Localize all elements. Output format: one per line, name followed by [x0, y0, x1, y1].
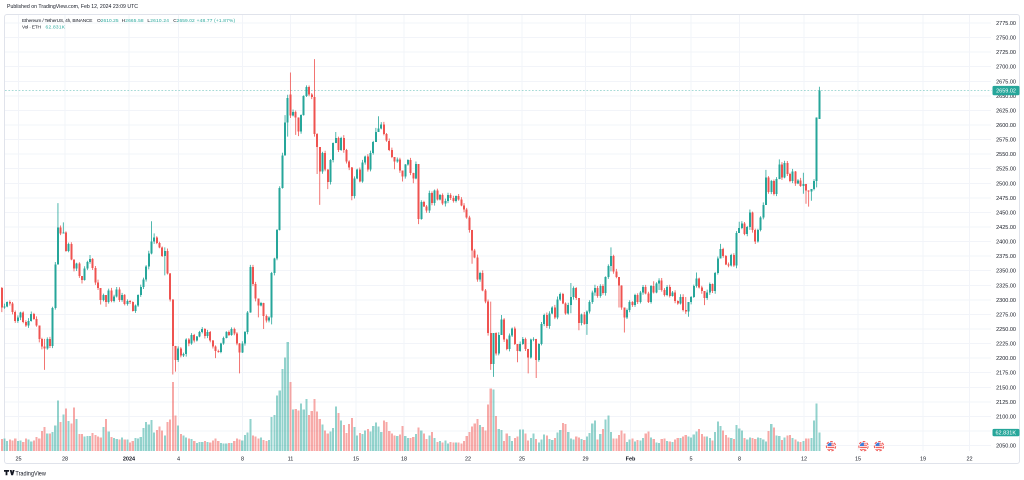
- svg-text:Ethereum / TetherUS, 4h, BINAN: Ethereum / TetherUS, 4h, BINANCE: [22, 18, 93, 24]
- svg-text:2125.00: 2125.00: [996, 400, 1016, 406]
- svg-text:2024: 2024: [123, 457, 136, 463]
- svg-text:22: 22: [966, 457, 972, 463]
- svg-text:2775.00: 2775.00: [996, 21, 1016, 27]
- svg-text:15: 15: [855, 457, 861, 463]
- svg-text:12: 12: [801, 457, 807, 463]
- svg-text:2400.00: 2400.00: [996, 240, 1016, 246]
- svg-text:2350.00: 2350.00: [996, 269, 1016, 275]
- svg-text:25: 25: [15, 457, 21, 463]
- svg-text:4: 4: [177, 457, 180, 463]
- svg-text:2050.00: 2050.00: [996, 444, 1016, 450]
- svg-text:Feb: Feb: [626, 457, 636, 463]
- svg-text:2700.00: 2700.00: [996, 65, 1016, 71]
- svg-text:2750.00: 2750.00: [996, 36, 1016, 42]
- svg-text:2325.00: 2325.00: [996, 283, 1016, 289]
- svg-text:11: 11: [288, 457, 294, 463]
- svg-text:2250.00: 2250.00: [996, 327, 1016, 333]
- svg-text:2475.00: 2475.00: [996, 196, 1016, 202]
- svg-text:29: 29: [582, 457, 588, 463]
- svg-text:Published on TradingView.com,: Published on TradingView.com, Feb 12, 20…: [7, 4, 138, 10]
- svg-text:2600.00: 2600.00: [996, 123, 1016, 129]
- svg-text:C2659.02: C2659.02: [173, 18, 195, 24]
- svg-text:2175.00: 2175.00: [996, 371, 1016, 377]
- svg-text:8: 8: [241, 457, 244, 463]
- svg-text:62.831K: 62.831K: [46, 25, 66, 31]
- svg-text:O2610.25: O2610.25: [97, 18, 119, 24]
- svg-text:5: 5: [689, 457, 692, 463]
- svg-text:8: 8: [738, 457, 741, 463]
- svg-text:2650.00: 2650.00: [996, 94, 1016, 100]
- svg-text:2675.00: 2675.00: [996, 79, 1016, 85]
- svg-text:+48.77 (+1.87%): +48.77 (+1.87%): [197, 18, 236, 24]
- svg-text:TradingView: TradingView: [15, 471, 46, 477]
- svg-text:2225.00: 2225.00: [996, 342, 1016, 348]
- svg-text:2425.00: 2425.00: [996, 225, 1016, 231]
- svg-text:2300.00: 2300.00: [996, 298, 1016, 304]
- svg-text:2725.00: 2725.00: [996, 50, 1016, 56]
- svg-text:2275.00: 2275.00: [996, 312, 1016, 318]
- svg-text:2659.02: 2659.02: [996, 89, 1016, 95]
- svg-text:18: 18: [401, 457, 407, 463]
- svg-text:Vol · ETH: Vol · ETH: [22, 25, 42, 31]
- svg-text:22: 22: [465, 457, 471, 463]
- svg-text:2375.00: 2375.00: [996, 254, 1016, 260]
- svg-text:25: 25: [519, 457, 525, 463]
- svg-text:2525.00: 2525.00: [996, 167, 1016, 173]
- svg-text:62.831K: 62.831K: [996, 430, 1017, 436]
- svg-text:2575.00: 2575.00: [996, 138, 1016, 144]
- svg-text:2500.00: 2500.00: [996, 181, 1016, 187]
- svg-text:2550.00: 2550.00: [996, 152, 1016, 158]
- svg-text:H2665.58: H2665.58: [122, 18, 144, 24]
- svg-text:2150.00: 2150.00: [996, 385, 1016, 391]
- svg-text:2100.00: 2100.00: [996, 415, 1016, 421]
- svg-text:2200.00: 2200.00: [996, 356, 1016, 362]
- svg-text:L2610.24: L2610.24: [147, 18, 169, 24]
- svg-text:28: 28: [62, 457, 68, 463]
- svg-text:2625.00: 2625.00: [996, 108, 1016, 114]
- svg-text:2450.00: 2450.00: [996, 210, 1016, 216]
- svg-text:19: 19: [920, 457, 926, 463]
- svg-text:15: 15: [353, 457, 359, 463]
